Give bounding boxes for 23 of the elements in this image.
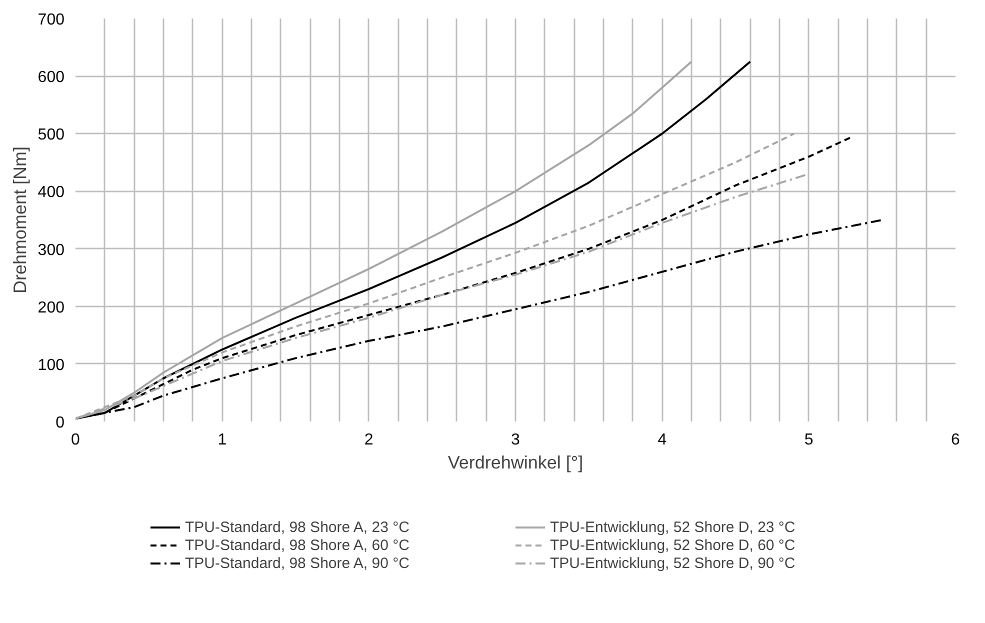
legend-label: TPU-Entwicklung, 52 Shore D, 90 °C (550, 554, 796, 572)
legend-label: TPU-Standard, 98 Shore A, 23 °C (185, 518, 410, 536)
x-tick-label: 2 (364, 432, 374, 448)
y-tick-label: 500 (38, 126, 65, 144)
legend-label: TPU-Standard, 98 Shore A, 90 °C (185, 554, 410, 572)
y-tick-label: 200 (38, 299, 65, 316)
x-tick-label: 6 (951, 432, 960, 448)
y-tick-label: 0 (56, 414, 65, 432)
x-tick-label: 0 (71, 432, 80, 448)
y-axis-title: Drehmoment [Nm] (10, 146, 30, 294)
y-tick-label: 100 (38, 356, 65, 374)
y-tick-label: 600 (38, 69, 65, 86)
legend-label: TPU-Entwicklung, 52 Shore D, 23 °C (550, 518, 796, 536)
x-tick-label: 4 (658, 432, 667, 448)
x-axis-title: Verdrehwinkel [°] (448, 452, 584, 472)
x-tick-label: 1 (218, 432, 227, 448)
y-tick-label: 300 (38, 242, 65, 259)
y-tick-label: 700 (38, 12, 65, 28)
legend-label: TPU-Standard, 98 Shore A, 60 °C (185, 536, 410, 554)
x-tick-label: 3 (511, 432, 520, 448)
y-tick-label: 400 (38, 184, 65, 202)
x-tick-label: 5 (804, 432, 814, 448)
legend-label: TPU-Entwicklung, 52 Shore D, 60 °C (550, 536, 796, 554)
